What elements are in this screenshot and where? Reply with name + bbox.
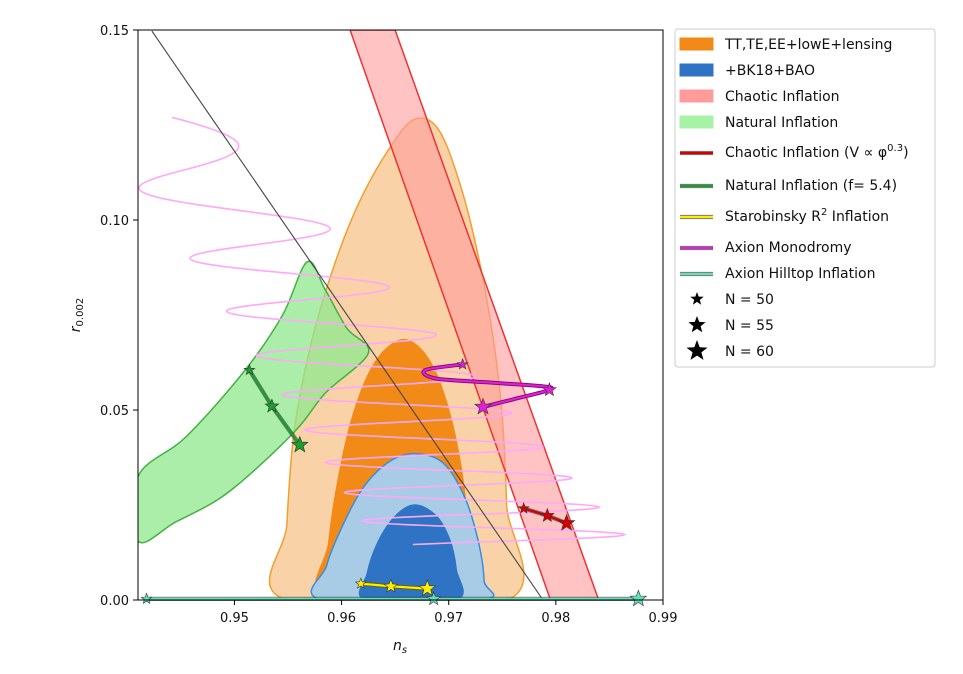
starobinsky-r-2-inflation-star-n55 — [383, 578, 399, 593]
legend-label-n50: N = 50 — [725, 292, 774, 308]
chaotic-inflation-v-0-3-star-n55 — [539, 507, 555, 522]
legend-label-natural_band: Natural Inflation — [725, 115, 838, 131]
y-tick-label: 0.15 — [100, 24, 129, 39]
x-axis: 0.95 0.96 0.97 0.98 0.99 — [220, 600, 678, 626]
starobinsky-r-2-inflation-star-n60 — [418, 579, 437, 597]
legend-swatch-tt — [679, 37, 714, 51]
legend-box — [674, 28, 936, 368]
natural-inflation-f-5-4-star-n55 — [264, 398, 280, 413]
x-tick-label: 0.99 — [649, 611, 678, 626]
axion-hilltop-inflation-star-n60 — [629, 589, 648, 607]
x-axis-label: ns — [393, 638, 407, 656]
legend-star-n50 — [690, 292, 704, 305]
reference-diagonal-line — [151, 30, 544, 600]
axion-hilltop-inflation-star-n50 — [140, 592, 153, 604]
x-tick-label: 0.95 — [220, 611, 249, 626]
legend-label-starobinsky: Starobinsky R2 Inflation — [725, 207, 889, 225]
legend-label-tt: TT,TE,EE+lowE+lensing — [724, 37, 892, 53]
y-tick-label: 0.10 — [100, 214, 129, 229]
axion-monodromy-star-n50 — [456, 358, 469, 370]
legend-label-chaotic_band: Chaotic Inflation — [725, 89, 840, 105]
natural-inflation-f-5-4-star-n50 — [243, 363, 256, 376]
legend-label-chaotic_line: Chaotic Inflation (V ∝ φ0.3) — [725, 143, 909, 161]
chaotic-inflation-v-0-3-star-n50 — [517, 502, 530, 514]
x-tick-label: 0.98 — [541, 611, 570, 626]
legend-label-n55: N = 55 — [725, 318, 774, 334]
lines-layer — [138, 30, 627, 600]
axion-hilltop-inflation-star-n55 — [426, 591, 442, 606]
legend-swatch-chaotic_band — [679, 89, 714, 103]
bk18-bao-68-region — [358, 504, 464, 600]
x-tick-label: 0.97 — [434, 611, 463, 626]
legend-star-n55 — [688, 316, 706, 333]
legend-star-n60 — [686, 340, 708, 360]
axion-monodromy-star-n60 — [474, 397, 492, 415]
x-tick-label: 0.96 — [327, 611, 356, 626]
legend-swatch-natural_band — [679, 115, 714, 129]
legend-label-hilltop: Axion Hilltop Inflation — [725, 266, 875, 282]
legend-label-bk: +BK18+BAO — [725, 63, 815, 79]
legend-label-monodromy: Axion Monodromy — [725, 240, 852, 256]
y-axis: 0.00 0.05 0.10 0.15 — [100, 24, 138, 609]
legend-label-natural_line: Natural Inflation (f= 5.4) — [725, 178, 897, 194]
axion-monodromy-line — [422, 363, 554, 408]
starobinsky-r-2-inflation-star-n50 — [354, 577, 367, 589]
legend: TT,TE,EE+lowE+lensing +BK18+BAO Chaotic In… — [674, 28, 936, 368]
plot-frame — [137, 29, 664, 601]
axion-monodromy-curve — [138, 116, 627, 546]
markers-layer — [140, 358, 648, 607]
chaotic-inflation-v-0-3-star-n60 — [557, 513, 576, 531]
legend-swatch-bk — [679, 63, 714, 77]
y-tick-label: 0.05 — [100, 404, 129, 419]
natural-inflation-f-5-4-star-n60 — [290, 435, 309, 453]
axion-monodromy-star-n55 — [541, 382, 557, 397]
legend-label-n60: N = 60 — [725, 344, 774, 360]
y-axis-label: r0.002 — [68, 298, 86, 332]
y-tick-label: 0.00 — [100, 594, 129, 609]
